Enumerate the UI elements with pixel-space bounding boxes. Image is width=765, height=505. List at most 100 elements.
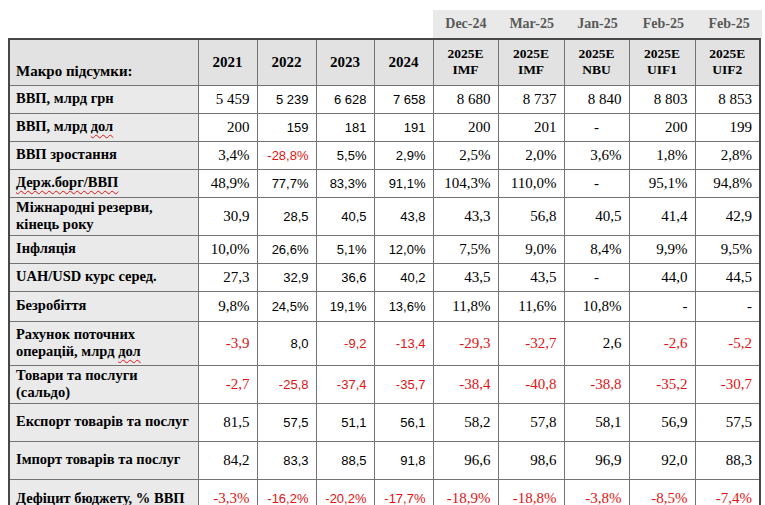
value-cell: -35,2 [629,365,695,403]
value-cell: 181 [316,113,374,141]
value-cell: 191 [374,113,433,141]
value-cell: 13,6% [374,291,433,321]
table-row: Імпорт товарів та послуг84,283,388,591,8… [9,441,760,479]
value-cell: 56,8 [498,197,564,235]
value-cell: 104,3% [433,169,498,197]
row-label: ВВП, млрд грн [9,85,198,113]
row-label-text: Міжнародні резерви, кінець року [16,199,153,232]
value-cell: 10,0% [198,235,257,263]
value-cell: -38,4 [433,365,498,403]
row-label: Безробіття [9,291,198,321]
value-cell: 8,0 [257,321,316,365]
value-cell: -37,4 [316,365,374,403]
value-cell: 83,3% [316,169,374,197]
column-header-forecast: 2025ENBU [564,39,629,85]
value-cell: 96,9 [564,441,629,479]
forecast-date-row: Dec-24Mar-25Jan-25Feb-25Feb-25 [433,10,762,38]
value-cell: 43,5 [498,263,564,291]
value-cell: 91,8 [374,441,433,479]
table-row: UAH/USD курс серед.27,332,936,640,243,54… [9,263,760,291]
value-cell: 7,5% [433,235,498,263]
value-cell: - [564,113,629,141]
value-cell: 26,6% [257,235,316,263]
value-cell: 77,7% [257,169,316,197]
value-cell: - [695,291,760,321]
column-header-forecast: 2025EUIF1 [629,39,695,85]
value-cell: -40,8 [498,365,564,403]
value-cell: 58,1 [564,403,629,441]
value-cell: -38,8 [564,365,629,403]
value-cell: -7,4% [695,479,760,505]
value-cell: 3,4% [198,141,257,169]
forecast-date-label: Mar-25 [499,10,565,38]
row-label: Інфляція [9,235,198,263]
value-cell: 8 737 [498,85,564,113]
value-cell: -18,9% [433,479,498,505]
value-cell: 8 680 [433,85,498,113]
value-cell: 56,9 [629,403,695,441]
table-row: Безробіття9,8%24,5%19,1%13,6%11,8%11,6%1… [9,291,760,321]
value-cell: 9,5% [695,235,760,263]
table-row: ВВП зростання3,4%-28,8%5,5%2,9%2,5%2,0%3… [9,141,760,169]
value-cell: 95,1% [629,169,695,197]
value-cell: -3,9 [198,321,257,365]
value-cell: -16,2% [257,479,316,505]
table-row: ВВП, млрд дол200159181191200201-200199 [9,113,760,141]
value-cell: 200 [198,113,257,141]
value-cell: 44,5 [695,263,760,291]
forecast-header-year: 2025E [644,46,680,61]
value-cell: 40,5 [564,197,629,235]
value-cell: 56,1 [374,403,433,441]
table-row: Рахунок поточних операцій, млрд дол-3,98… [9,321,760,365]
table-body: ВВП, млрд грн5 4595 2396 6287 6588 6808 … [9,85,760,505]
value-cell: -2,7 [198,365,257,403]
table-row: Держ.борг/ВВП48,9%77,7%83,3%91,1%104,3%1… [9,169,760,197]
value-cell: 43,8 [374,197,433,235]
row-label-misspelled-word: дол [118,343,141,359]
row-label-misspelled-word: дол [91,118,114,134]
value-cell: 81,5 [198,403,257,441]
value-cell: 32,9 [257,263,316,291]
value-cell: 42,9 [695,197,760,235]
value-cell: -20,2% [316,479,374,505]
value-cell: 5,5% [316,141,374,169]
table-row: ВВП, млрд грн5 4595 2396 6287 6588 6808 … [9,85,760,113]
document-page: Dec-24Mar-25Jan-25Feb-25Feb-25 Макро під… [0,0,765,505]
value-cell: 9,8% [198,291,257,321]
value-cell: 30,9 [198,197,257,235]
value-cell: -3,8% [564,479,629,505]
value-cell: -9,2 [316,321,374,365]
row-label-text: ВВП зростання [16,146,117,162]
row-label-text: Інфляція [16,240,76,256]
row-label-text: ВВП, млрд грн [16,90,114,106]
forecast-header-source: NBU [582,62,611,77]
value-cell: 96,6 [433,441,498,479]
table-row: Експорт товарів та послуг81,557,551,156,… [9,403,760,441]
value-cell: 84,2 [198,441,257,479]
value-cell: 48,9% [198,169,257,197]
forecast-date-label: Jan-25 [565,10,631,38]
value-cell: 8 840 [564,85,629,113]
value-cell: -17,7% [374,479,433,505]
row-label-text: Дефіцит бюджету, % ВВП [16,490,185,505]
value-cell: 9,0% [498,235,564,263]
value-cell: -25,8 [257,365,316,403]
column-header-year: 2022 [257,39,316,85]
value-cell: 43,5 [433,263,498,291]
value-cell: 200 [629,113,695,141]
row-label: ВВП, млрд дол [9,113,198,141]
value-cell: 57,8 [498,403,564,441]
value-cell: 57,5 [695,403,760,441]
value-cell: 200 [433,113,498,141]
forecast-header-source: IMF [452,62,478,77]
value-cell: 58,2 [433,403,498,441]
forecast-date-label: Dec-24 [433,10,499,38]
value-cell: 201 [498,113,564,141]
value-cell: -30,7 [695,365,760,403]
value-cell: 51,1 [316,403,374,441]
value-cell: - [629,291,695,321]
value-cell: -13,4 [374,321,433,365]
value-cell: 2,9% [374,141,433,169]
forecast-header-year: 2025E [578,46,614,61]
table-row: Дефіцит бюджету, % ВВП-3,3%-16,2%-20,2%-… [9,479,760,505]
